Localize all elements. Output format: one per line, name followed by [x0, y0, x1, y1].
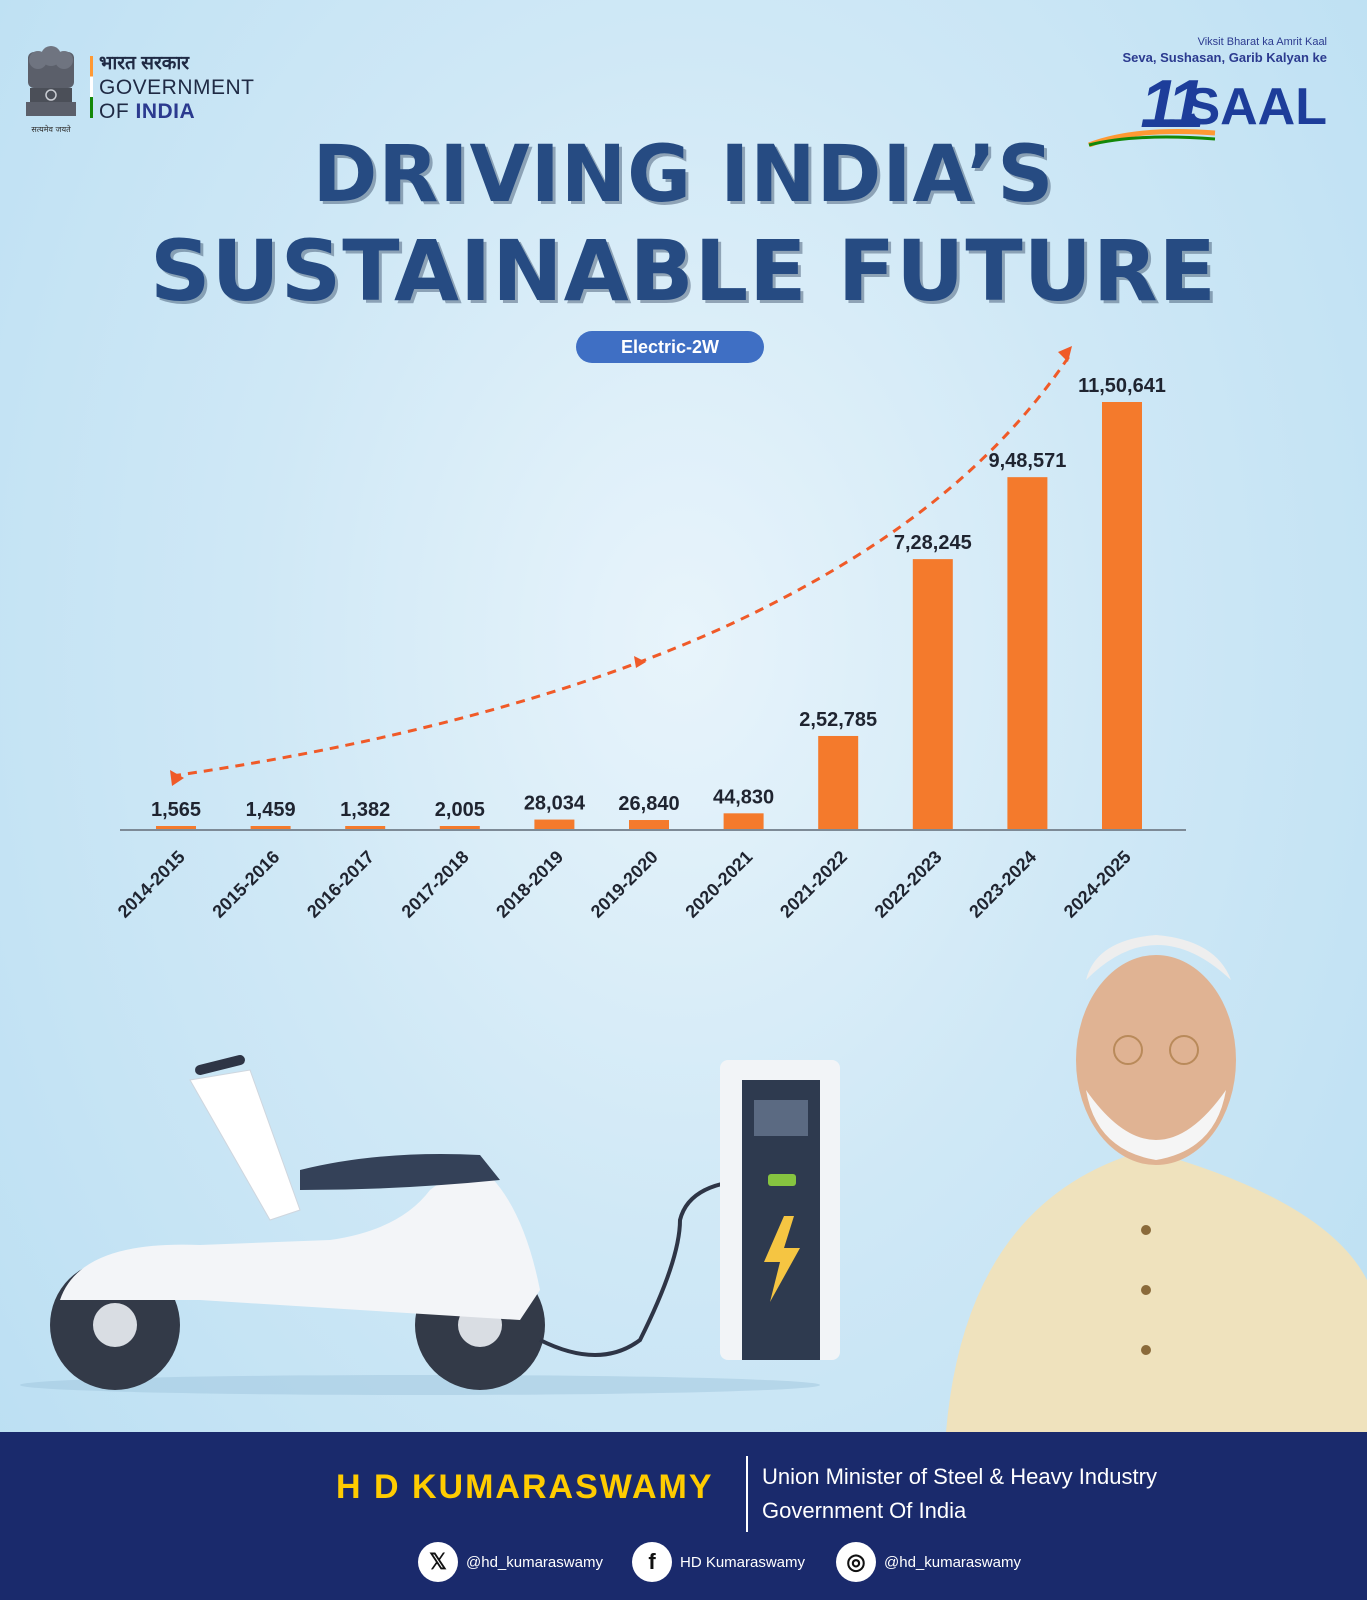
- bar-2015-2016: [250, 826, 291, 830]
- social-instagram[interactable]: ◎ @hd_kumaraswamy: [836, 1542, 1021, 1582]
- footer-divider: [746, 1456, 748, 1532]
- emblem-motto: सत्यमेव जयते: [31, 124, 71, 134]
- x-tick-label-2019-2020: 2019-2020: [587, 847, 662, 922]
- x-tick-label-2016-2017: 2016-2017: [303, 847, 378, 922]
- national-emblem-icon: सत्यमेव जयते: [26, 46, 76, 134]
- instagram-handle[interactable]: @hd_kumaraswamy: [884, 1553, 1021, 1571]
- value-label-2016-2017: 1,382: [340, 799, 390, 821]
- trend-arrow-line: [171, 351, 1074, 778]
- trend-start-arrow-icon: [170, 770, 184, 786]
- lightning-bolt-icon: [764, 1216, 800, 1302]
- headline-line2: SUSTAINABLE FUTURE: [150, 222, 1217, 320]
- bars-group: [156, 402, 1142, 830]
- x-tick-label-2017-2018: 2017-2018: [398, 847, 473, 922]
- eleven-saal-badge: Viksit Bharat ka Amrit Kaal Seva, Sushas…: [1088, 36, 1328, 147]
- scooter-body: [60, 1160, 540, 1320]
- badge-small-text: Viksit Bharat ka Amrit Kaal: [1197, 36, 1327, 48]
- government-text: भारत सरकार GOVERNMENT OF INDIA: [99, 52, 255, 124]
- badge-big: 11 SAAL: [1088, 65, 1327, 147]
- role-line1: Union Minister of Steel & Heavy Industry: [762, 1464, 1157, 1489]
- value-label-2018-2019: 28,034: [524, 793, 586, 815]
- badge-mid-text: Seva, Sushasan, Garib Kalyan ke: [1122, 50, 1328, 65]
- value-label-2022-2023: 7,28,245: [894, 532, 972, 554]
- value-label-2014-2015: 1,565: [151, 799, 201, 821]
- scooter-front-panel: [189, 1069, 301, 1221]
- tricolor-divider: [90, 56, 93, 118]
- social-x[interactable]: 𝕏 @hd_kumaraswamy: [418, 1542, 603, 1582]
- badge-word: SAAL: [1185, 78, 1327, 136]
- gov-line1: GOVERNMENT: [99, 76, 255, 99]
- bar-2019-2020: [629, 820, 669, 830]
- value-labels-group: 1,565 1,459 1,382 2,005 28,034 26,840 44,830 2,…: [151, 375, 1166, 821]
- minister-role: Union Minister of Steel & Heavy Industry…: [762, 1460, 1157, 1528]
- bar-2022-2023: [912, 559, 953, 830]
- bar-2020-2021: [723, 813, 764, 830]
- bar-2023-2024: [1007, 477, 1048, 830]
- gov-hindi-label: भारत सरकार: [99, 53, 190, 74]
- bar-2018-2019: [534, 819, 575, 830]
- bar-2017-2018: [439, 826, 480, 830]
- x-tick-label-2018-2019: 2018-2019: [492, 847, 567, 922]
- role-line2: Government Of India: [762, 1498, 967, 1523]
- x-tick-label-2022-2023: 2022-2023: [871, 847, 946, 922]
- category-pill: Electric-2W: [576, 331, 764, 363]
- value-label-2019-2020: 26,840: [618, 793, 679, 815]
- trend-arrow-head-icon: [1058, 346, 1072, 362]
- footer-bar: H D KUMARASWAMY Union Minister of Steel …: [0, 1432, 1367, 1600]
- value-label-2017-2018: 2,005: [435, 799, 485, 821]
- minister-portrait: [946, 935, 1367, 1432]
- bar-2014-2015: [156, 826, 196, 830]
- facebook-icon[interactable]: f: [632, 1542, 672, 1582]
- bar-2021-2022: [818, 735, 859, 830]
- gov-line2: OF INDIA: [99, 100, 196, 123]
- tricolor-swoosh-icon: [1088, 129, 1216, 147]
- trend-mid-arrow-icon: [634, 656, 646, 668]
- x-tick-label-2015-2016: 2015-2016: [208, 847, 283, 922]
- bar-2016-2017: [345, 826, 386, 830]
- facebook-handle[interactable]: HD Kumaraswamy: [680, 1553, 806, 1571]
- instagram-icon[interactable]: ◎: [836, 1542, 876, 1582]
- value-label-2021-2022: 2,52,785: [799, 709, 877, 731]
- social-facebook[interactable]: f HD Kumaraswamy: [632, 1542, 805, 1582]
- charging-cable: [539, 1178, 761, 1357]
- gov-india: INDIA: [135, 100, 196, 123]
- value-label-2023-2024: 9,48,571: [988, 450, 1066, 472]
- scooter-seat: [300, 1154, 500, 1190]
- x-tick-label-2014-2015: 2014-2015: [114, 847, 189, 922]
- x-icon[interactable]: 𝕏: [418, 1542, 458, 1582]
- value-label-2020-2021: 44,830: [713, 786, 774, 808]
- x-tick-label-2020-2021: 2020-2021: [681, 847, 756, 922]
- value-label-2024-2025: 11,50,641: [1078, 375, 1166, 397]
- bar-2024-2025: [1102, 402, 1142, 830]
- headline-line1: DRIVING INDIA’S: [312, 130, 1055, 220]
- ev-sales-bar-chart: 1,565 1,459 1,382 2,005 28,034 26,840 44,830 2,…: [114, 346, 1186, 922]
- value-label-2015-2016: 1,459: [246, 799, 296, 821]
- x-tick-label-2021-2022: 2021-2022: [776, 847, 851, 922]
- minister-name: H D KUMARASWAMY: [336, 1468, 714, 1506]
- government-logo: सत्यमेव जयते भारत सरकार GOVERNMENT OF IN…: [20, 38, 255, 138]
- x-handle[interactable]: @hd_kumaraswamy: [466, 1553, 603, 1571]
- scooter-charger-illustration: [20, 1055, 840, 1395]
